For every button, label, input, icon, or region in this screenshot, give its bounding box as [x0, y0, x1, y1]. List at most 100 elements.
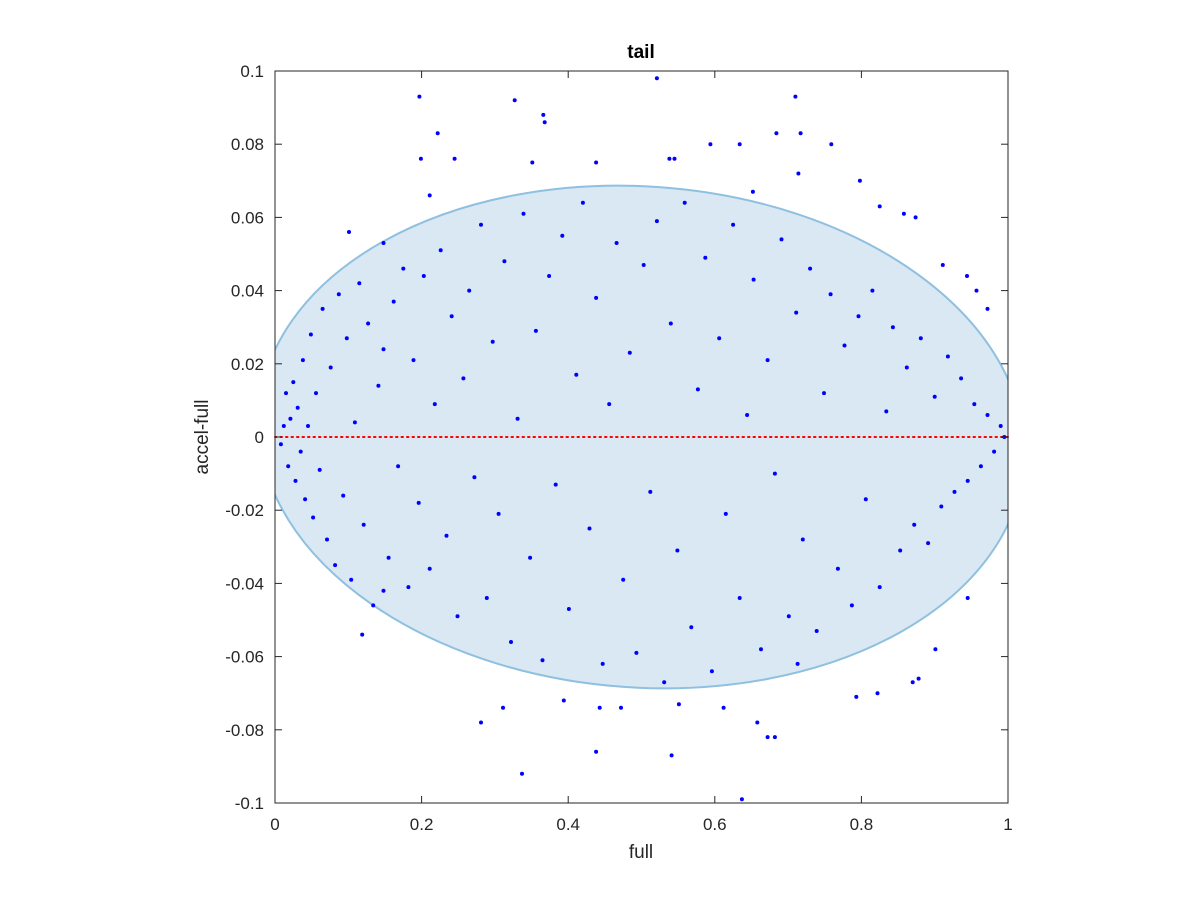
data-point [341, 493, 346, 498]
data-point [828, 292, 833, 297]
data-point [490, 339, 495, 344]
y-tick-label: -0.1 [235, 794, 264, 813]
data-point [594, 295, 599, 300]
data-point [580, 200, 585, 205]
data-point [371, 603, 376, 608]
data-point [391, 299, 396, 304]
y-tick-label: 0.02 [231, 355, 264, 374]
data-point [320, 306, 325, 311]
ellipse-region-layer [275, 184, 1008, 690]
data-point [496, 511, 501, 516]
data-point [814, 629, 819, 633]
data-point [298, 449, 303, 454]
data-point [418, 156, 423, 161]
data-point [972, 402, 977, 407]
data-point [765, 358, 770, 363]
y-tick-label: 0.1 [240, 62, 264, 81]
data-point [737, 142, 742, 147]
data-point [932, 394, 937, 399]
data-point [452, 156, 457, 161]
data-point [709, 669, 714, 674]
data-point [300, 358, 305, 363]
data-point [386, 555, 391, 560]
data-point [600, 661, 605, 666]
data-point [913, 215, 918, 220]
data-point [654, 76, 659, 81]
data-point [682, 200, 687, 205]
data-point [875, 691, 880, 696]
data-point [607, 402, 612, 407]
data-point [396, 464, 401, 469]
data-point [401, 266, 406, 271]
data-point [533, 328, 538, 333]
data-point [461, 376, 466, 381]
y-tick-label: 0.08 [231, 135, 264, 154]
data-point [421, 274, 426, 278]
data-point [366, 321, 371, 326]
data-point [822, 391, 826, 396]
data-point [759, 647, 763, 652]
data-point [333, 563, 338, 568]
data-point [547, 274, 552, 278]
data-point [794, 310, 799, 315]
data-point [870, 288, 875, 293]
data-point [416, 500, 421, 505]
data-point [621, 577, 626, 582]
data-point [772, 735, 777, 740]
data-point [306, 424, 310, 428]
data-point [417, 94, 422, 99]
y-tick-label: -0.02 [225, 501, 264, 520]
data-point [634, 650, 639, 655]
data-point [574, 372, 579, 377]
y-tick-label: 0.06 [231, 208, 264, 227]
data-point [750, 189, 755, 194]
data-point [361, 522, 366, 527]
data-points-layer [278, 76, 1007, 802]
data-point [992, 449, 997, 454]
data-point [890, 325, 895, 330]
x-tick-label: 0.6 [703, 815, 727, 834]
data-point [411, 358, 416, 363]
y-tick-label: -0.04 [225, 574, 264, 593]
data-point [676, 702, 681, 707]
data-point [472, 475, 477, 480]
data-point [933, 647, 938, 652]
x-tick-label: 1 [1003, 815, 1012, 834]
data-point [978, 464, 983, 469]
data-point [739, 797, 744, 802]
data-point [672, 156, 677, 161]
data-point [427, 566, 432, 571]
data-point [689, 625, 694, 630]
data-point [349, 577, 354, 582]
data-point [668, 321, 673, 326]
data-point [597, 705, 602, 710]
data-point [432, 402, 437, 407]
x-tick-label: 0.4 [556, 815, 580, 834]
data-point [856, 314, 861, 319]
chart-title: tail [627, 42, 654, 63]
data-point [619, 705, 623, 710]
data-point [512, 98, 517, 103]
data-point [829, 142, 834, 147]
data-point [721, 705, 726, 710]
confidence-ellipse [275, 184, 1008, 690]
data-point [877, 204, 882, 209]
y-tick-label: 0 [255, 428, 264, 447]
data-point [449, 314, 454, 319]
data-point [376, 383, 381, 388]
data-point [444, 533, 449, 538]
data-point [965, 274, 969, 278]
data-point [786, 614, 791, 619]
data-point [774, 131, 779, 136]
data-point [521, 211, 526, 216]
data-point [857, 178, 862, 183]
data-point [667, 156, 672, 161]
data-point [755, 720, 760, 725]
data-point [835, 566, 840, 571]
data-point [455, 614, 460, 619]
data-point [916, 676, 921, 681]
data-point [904, 365, 909, 370]
data-point [723, 511, 728, 516]
data-point [849, 603, 854, 608]
x-axis-label: full [629, 842, 653, 863]
